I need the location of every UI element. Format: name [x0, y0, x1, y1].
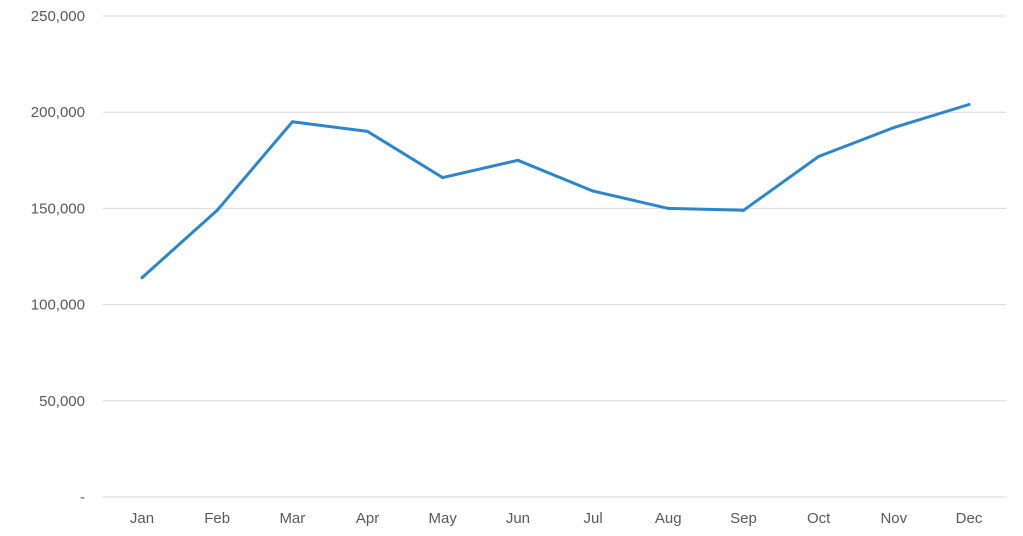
x-tick-label: Nov — [880, 510, 907, 527]
x-tick-label: Jun — [506, 510, 530, 527]
y-tick-label: 250,000 — [31, 8, 85, 25]
data-point — [591, 189, 595, 193]
data-point — [666, 206, 670, 210]
x-tick-label: May — [429, 510, 458, 527]
x-tick-label: Dec — [956, 510, 983, 527]
x-tick-label: Jan — [130, 510, 154, 527]
data-point — [741, 208, 745, 212]
data-point — [215, 208, 219, 212]
gridlines — [103, 15, 1006, 498]
data-point — [441, 176, 445, 180]
x-tick-label: Sep — [730, 510, 757, 527]
x-tick-label: Jul — [583, 510, 602, 527]
y-tick-label: 50,000 — [39, 393, 85, 410]
data-point — [516, 158, 520, 162]
y-tick-label: 200,000 — [31, 104, 85, 121]
data-point — [967, 103, 971, 107]
data-point — [892, 126, 896, 130]
x-axis-ticks: Jan Feb Mar Apr May Jun Jul Aug Sep Oct Nov Dec — [130, 510, 983, 527]
data-point — [140, 276, 144, 280]
x-tick-label: Feb — [204, 510, 230, 527]
y-tick-label: 100,000 — [31, 297, 85, 314]
data-point — [290, 120, 294, 124]
x-tick-label: Mar — [279, 510, 305, 527]
series-line — [140, 103, 971, 280]
series-layer — [140, 103, 971, 280]
x-tick-label: Oct — [807, 510, 831, 527]
y-axis-ticks: - 50,000 100,000 150,000 200,000 250,000 — [31, 8, 85, 506]
y-tick-label: - — [80, 489, 85, 506]
x-tick-label: Apr — [356, 510, 379, 527]
x-tick-label: Aug — [655, 510, 682, 527]
y-tick-label: 150,000 — [31, 200, 85, 217]
data-point — [366, 129, 370, 133]
data-point — [817, 154, 821, 158]
